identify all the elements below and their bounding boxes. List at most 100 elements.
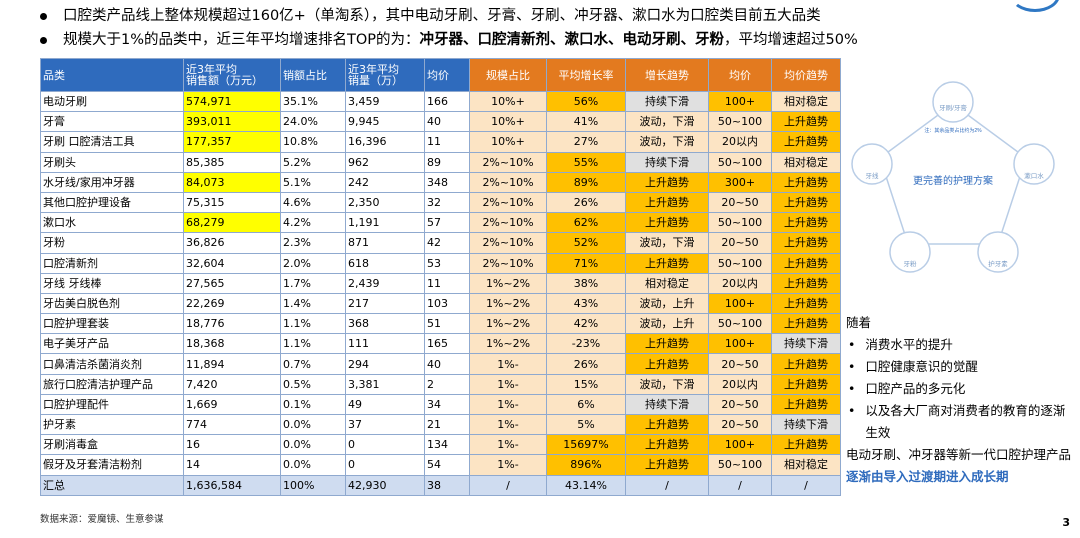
cell-share: 0.1%	[280, 393, 346, 416]
col-header-category: 品类	[40, 58, 184, 92]
cell-growth: 55%	[546, 151, 626, 173]
side-item: • 口腔健康意识的觉醒	[846, 356, 1076, 378]
cell-trend: 波动，下滑	[625, 373, 709, 395]
cell-scale: 1%~2%	[469, 333, 547, 355]
cell-price: 134	[424, 434, 470, 456]
cell-category: 口腔护理套装	[40, 313, 184, 335]
col-header-price-band: 均价	[708, 58, 772, 92]
cell-price: 21	[424, 413, 470, 436]
cell-sales: 574,971	[183, 90, 281, 113]
page-number: 3	[1062, 516, 1070, 529]
cell-share: 0.5%	[280, 373, 346, 395]
cell-growth: -23%	[546, 333, 626, 355]
cell-scale: 1%-	[469, 373, 547, 395]
mouthwash-icon	[1013, 143, 1055, 185]
cell-volume: 49	[345, 393, 425, 416]
cell-price-band: 20~50	[708, 393, 772, 416]
cell-volume: 111	[345, 333, 425, 355]
header-bullets: 口腔类产品线上整体规模超过160亿+（单淘系），其中电动牙刷、牙膏、牙刷、冲牙器…	[40, 4, 1050, 52]
cell-price-band: 20~50	[708, 413, 772, 436]
cell-price-trend: /	[771, 474, 841, 496]
cell-scale: 1%-	[469, 454, 547, 476]
cell-price-trend: 上升趋势	[771, 353, 841, 375]
cell-volume: 0	[345, 434, 425, 456]
cell-sales: 7,420	[183, 373, 281, 395]
side-item-text: 消费水平的提升	[865, 337, 953, 352]
cell-volume: 16,396	[345, 131, 425, 153]
cell-sales: 22,269	[183, 292, 281, 315]
cell-share: 0.0%	[280, 454, 346, 476]
cell-growth: 71%	[546, 252, 626, 274]
cell-trend: 持续下滑	[625, 151, 709, 173]
cell-category: 牙膏	[40, 111, 184, 133]
bullet-dot-icon: •	[848, 337, 856, 352]
cell-volume: 242	[345, 171, 425, 193]
node-toothbrush: 牙刷/牙膏	[932, 81, 974, 123]
cell-category: 电动牙刷	[40, 90, 184, 113]
side-item: • 以及各大厂商对消费者的教育的逐渐生效	[846, 400, 1076, 444]
cell-scale: 1%-	[469, 434, 547, 456]
bullet-2: 规模大于1%的品类中，近三年平均增速排名TOP的为：冲牙器、口腔清新剂、漱口水、…	[40, 28, 1050, 52]
cell-category: 牙线 牙线棒	[40, 272, 184, 294]
cell-share: 2.0%	[280, 252, 346, 274]
cell-sales: 1,636,584	[183, 474, 281, 496]
cell-growth: 43%	[546, 292, 626, 315]
col-header-price-trend: 均价趋势	[771, 58, 841, 92]
cell-share: 35.1%	[280, 90, 346, 113]
cell-price: 89	[424, 151, 470, 173]
side-item-text: 口腔健康意识的觉醒	[865, 359, 978, 374]
cell-scale: 2%~10%	[469, 252, 547, 274]
cell-price: 40	[424, 353, 470, 375]
node-label: 牙刷/牙膏	[939, 103, 967, 112]
cell-price-trend: 上升趋势	[771, 171, 841, 193]
cell-category: 牙刷头	[40, 151, 184, 173]
cell-sales: 36,826	[183, 232, 281, 254]
side-summary: 随着 • 消费水平的提升 • 口腔健康意识的觉醒 • 口腔产品的多元化 • 以及各大厂商…	[846, 312, 1076, 488]
cell-share: 2.3%	[280, 232, 346, 254]
cell-price: 40	[424, 111, 470, 133]
cell-sales: 11,894	[183, 353, 281, 375]
cell-volume: 294	[345, 353, 425, 375]
cell-scale: 2%~10%	[469, 191, 547, 214]
cell-trend: 上升趋势	[625, 212, 709, 234]
cell-growth: 52%	[546, 232, 626, 254]
table-row: 牙刷消毒盒 16 0.0% 0 134 1%- 15697% 上升趋势 100+ 上升趋势	[40, 434, 841, 456]
cell-price-band: 50~100	[708, 212, 772, 234]
cell-volume: 0	[345, 454, 425, 476]
cell-price-band: /	[708, 474, 772, 496]
node-enamel: 护牙素	[977, 231, 1019, 273]
col-header-growth: 平均增长率	[546, 58, 626, 92]
bullet-2-prefix: 规模大于1%的品类中，近三年平均增速排名TOP的为：	[63, 32, 420, 48]
table-row: 口腔清新剂 32,604 2.0% 618 53 2%~10% 71% 上升趋势 50~100 上…	[40, 252, 841, 274]
node-tooth-powder: 牙粉	[889, 231, 931, 273]
cell-price-trend: 上升趋势	[771, 373, 841, 395]
cell-growth: 26%	[546, 191, 626, 214]
cell-scale: 1%~2%	[469, 313, 547, 335]
cell-price: 57	[424, 212, 470, 234]
cell-price: 348	[424, 171, 470, 193]
cell-share: 4.6%	[280, 191, 346, 214]
cell-trend: 持续下滑	[625, 90, 709, 113]
cell-trend: 上升趋势	[625, 413, 709, 436]
cell-volume: 2,439	[345, 272, 425, 294]
col-header-price: 均价	[424, 58, 470, 92]
col-header-sales: 近3年平均 销售额（万元）	[183, 58, 281, 92]
table-row: 牙膏 393,011 24.0% 9,945 40 10%+ 41% 波动，下滑 50~100 上…	[40, 111, 841, 133]
cell-category: 牙粉	[40, 232, 184, 254]
cell-scale: 1%-	[469, 393, 547, 416]
cell-price: 32	[424, 191, 470, 214]
cell-growth: 56%	[546, 90, 626, 113]
cell-sales: 84,073	[183, 171, 281, 193]
cell-price-band: 20以内	[708, 131, 772, 153]
cell-trend: 波动，上升	[625, 313, 709, 335]
diagram-center-label: 更完善的护理方案	[913, 174, 993, 187]
side-item-text: 以及各大厂商对消费者的教育的逐渐生效	[865, 403, 1066, 440]
cell-price-trend: 上升趋势	[771, 191, 841, 214]
cell-growth: 6%	[546, 393, 626, 416]
bullet-2-suffix: ，平均增速超过50%	[724, 32, 858, 48]
cell-volume: 368	[345, 313, 425, 335]
cell-price-trend: 持续下滑	[771, 333, 841, 355]
cell-price: 11	[424, 272, 470, 294]
bullet-dot-icon: •	[848, 359, 856, 374]
cell-price-trend: 上升趋势	[771, 272, 841, 294]
